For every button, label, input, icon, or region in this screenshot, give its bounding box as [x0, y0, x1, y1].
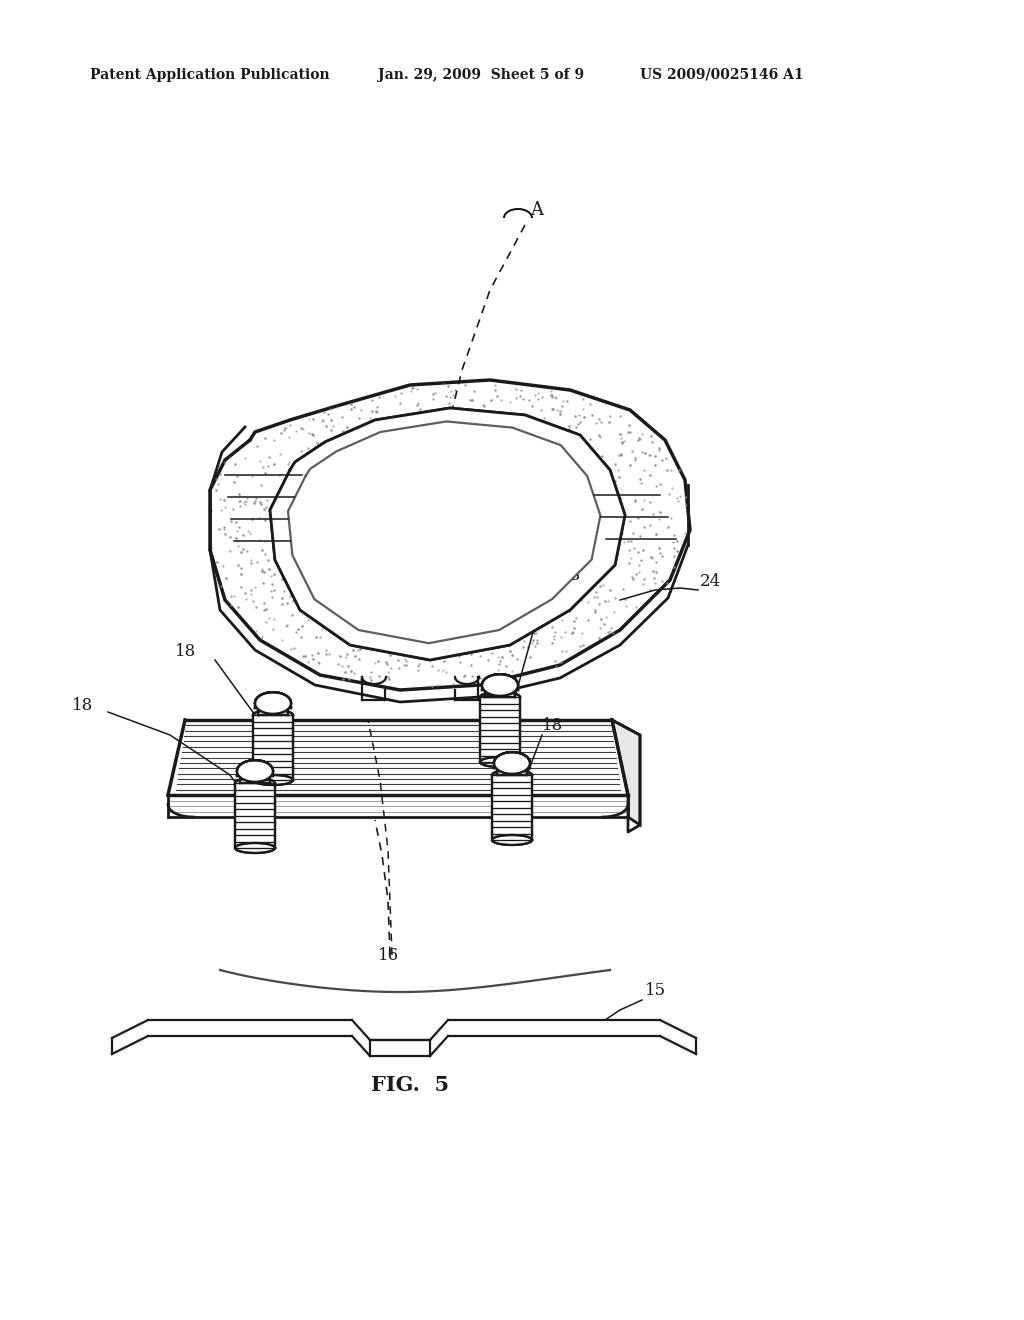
- Text: 18: 18: [560, 568, 582, 583]
- Text: 18: 18: [175, 643, 197, 660]
- Ellipse shape: [482, 675, 518, 696]
- Bar: [234, 783, 275, 847]
- Text: Patent Application Publication: Patent Application Publication: [90, 69, 330, 82]
- Polygon shape: [270, 408, 625, 660]
- Text: 16: 16: [378, 946, 399, 964]
- Ellipse shape: [237, 760, 273, 781]
- Ellipse shape: [255, 692, 291, 714]
- Ellipse shape: [494, 752, 530, 774]
- Text: 18: 18: [542, 717, 563, 734]
- Text: Jan. 29, 2009  Sheet 5 of 9: Jan. 29, 2009 Sheet 5 of 9: [378, 69, 584, 82]
- Bar: [492, 775, 532, 840]
- Text: 18: 18: [72, 697, 93, 714]
- Text: 24: 24: [700, 573, 721, 590]
- Bar: [253, 715, 293, 780]
- Text: 15: 15: [645, 982, 667, 999]
- Text: A: A: [530, 201, 543, 219]
- Bar: [480, 697, 520, 762]
- Ellipse shape: [237, 760, 273, 781]
- Ellipse shape: [255, 692, 291, 714]
- Text: FIG.  5: FIG. 5: [371, 1074, 450, 1096]
- Polygon shape: [612, 719, 640, 825]
- Text: US 2009/0025146 A1: US 2009/0025146 A1: [640, 69, 804, 82]
- Ellipse shape: [482, 675, 518, 696]
- Polygon shape: [288, 421, 600, 643]
- Ellipse shape: [494, 752, 530, 774]
